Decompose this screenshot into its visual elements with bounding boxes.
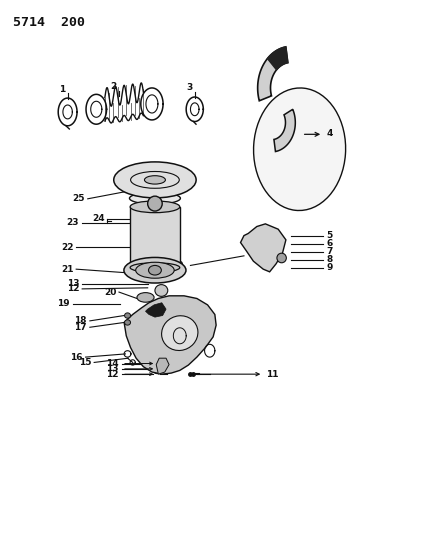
Text: 21: 21 — [61, 265, 74, 273]
Polygon shape — [124, 296, 216, 374]
Ellipse shape — [114, 162, 196, 198]
Text: 13: 13 — [67, 279, 79, 288]
Ellipse shape — [125, 313, 131, 318]
Text: 18: 18 — [74, 317, 87, 325]
Ellipse shape — [145, 176, 165, 184]
Text: 1: 1 — [59, 85, 65, 93]
Ellipse shape — [137, 293, 154, 302]
Text: 5: 5 — [326, 231, 333, 240]
Ellipse shape — [129, 192, 181, 204]
Text: 15: 15 — [80, 358, 92, 367]
Text: 11: 11 — [266, 370, 279, 378]
Text: 12: 12 — [107, 370, 119, 378]
Text: 8: 8 — [326, 255, 333, 264]
Polygon shape — [258, 47, 288, 101]
Text: 5714  200: 5714 200 — [13, 16, 85, 29]
Text: 3: 3 — [186, 84, 192, 92]
Bar — [130, 207, 180, 268]
Ellipse shape — [277, 253, 286, 263]
Ellipse shape — [136, 262, 174, 278]
Ellipse shape — [130, 263, 180, 272]
Polygon shape — [156, 358, 169, 374]
Text: 16: 16 — [70, 353, 83, 361]
Text: 19: 19 — [57, 300, 70, 308]
Polygon shape — [268, 47, 288, 70]
Ellipse shape — [253, 88, 346, 211]
Text: 2: 2 — [110, 82, 116, 91]
Polygon shape — [146, 303, 166, 317]
Text: 23: 23 — [67, 219, 79, 227]
Polygon shape — [274, 109, 295, 151]
Text: 22: 22 — [61, 243, 74, 252]
Text: 24: 24 — [92, 214, 105, 223]
Text: 6: 6 — [326, 239, 333, 248]
Text: 12: 12 — [67, 285, 79, 293]
Ellipse shape — [124, 257, 186, 283]
Ellipse shape — [162, 316, 198, 351]
Ellipse shape — [149, 265, 161, 275]
Text: 17: 17 — [74, 323, 87, 332]
Ellipse shape — [125, 320, 131, 325]
Ellipse shape — [148, 196, 162, 211]
Text: 10: 10 — [171, 261, 183, 270]
Text: 4: 4 — [326, 129, 333, 138]
Text: 25: 25 — [72, 195, 85, 203]
Text: 7: 7 — [326, 247, 333, 256]
Text: 13: 13 — [107, 365, 119, 373]
Text: 14: 14 — [107, 359, 119, 368]
Ellipse shape — [155, 285, 168, 296]
Ellipse shape — [130, 201, 180, 213]
Text: 20: 20 — [104, 288, 116, 296]
Text: 9: 9 — [326, 263, 333, 272]
Polygon shape — [241, 224, 286, 272]
